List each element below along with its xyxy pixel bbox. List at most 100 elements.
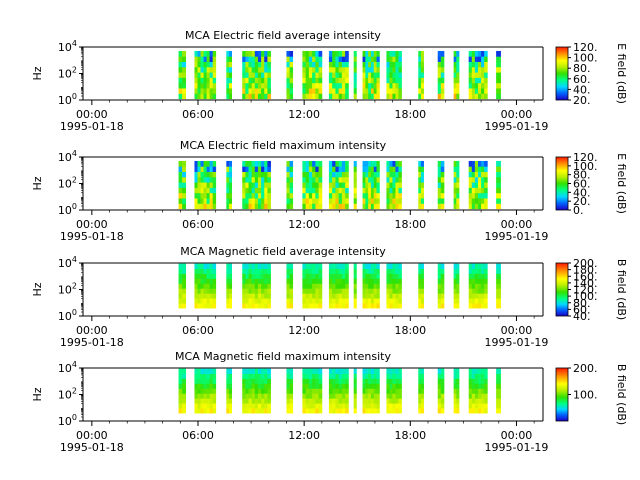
heatmap-cell — [477, 176, 482, 183]
heatmap-cell — [254, 182, 259, 188]
heatmap-cell — [341, 187, 346, 194]
heatmap-cell — [245, 383, 249, 389]
heatmap-cell — [312, 368, 316, 374]
heatmap-cell — [418, 77, 422, 84]
heatmap-cell — [318, 77, 323, 84]
heatmap-cell — [471, 263, 476, 269]
heatmap-cell — [386, 378, 390, 384]
heatmap-cell — [453, 388, 457, 394]
heatmap-cell — [392, 278, 396, 284]
heatmap-cell — [182, 298, 187, 304]
heatmap-cell — [456, 383, 460, 389]
heatmap-cell — [328, 82, 333, 89]
heatmap-cell — [365, 187, 369, 194]
heatmap-cell — [209, 82, 214, 89]
heatmap-cell — [368, 182, 372, 188]
heatmap-cell — [368, 203, 372, 210]
heatmap-cell — [395, 160, 399, 167]
heatmap-cell — [302, 66, 307, 73]
heatmap-cell — [328, 56, 333, 62]
heatmap-cell — [251, 56, 256, 62]
heatmap-cell — [471, 268, 476, 274]
heatmap-cell — [395, 166, 399, 172]
heatmap-cell — [418, 293, 422, 299]
heatmap-cell — [200, 66, 204, 73]
heatmap-cell — [456, 393, 460, 399]
heatmap-cell — [484, 61, 488, 68]
heatmap-cell — [328, 398, 333, 404]
heatmap-cell — [362, 278, 366, 284]
heatmap-cell — [248, 198, 253, 204]
heatmap-cell — [206, 303, 211, 309]
heatmap-cell — [437, 171, 442, 178]
x-tick-date-label: 1995-01-19 — [484, 441, 548, 454]
heatmap-cell — [341, 263, 346, 269]
heatmap-cell — [398, 283, 402, 289]
heatmap-cell — [456, 166, 460, 172]
heatmap-cell — [481, 93, 485, 100]
heatmap-cell — [242, 88, 246, 94]
heatmap-cell — [376, 66, 380, 73]
heatmap-cell — [257, 171, 262, 178]
heatmap-cell — [386, 298, 390, 304]
colorbar-tick-label: 100. — [573, 52, 598, 65]
heatmap-cell — [332, 66, 336, 73]
heatmap-cell — [261, 288, 265, 294]
x-tick-label: 18:00 — [394, 429, 426, 442]
heatmap-cell — [474, 283, 479, 289]
heatmap-cell — [440, 77, 445, 84]
heatmap-cell — [398, 198, 402, 204]
heatmap-cell — [248, 398, 253, 404]
heatmap-cell — [365, 50, 369, 57]
heatmap-cell — [484, 93, 488, 100]
heatmap-cell — [392, 388, 396, 394]
heatmap-cell — [315, 403, 320, 409]
heatmap-cell — [203, 268, 207, 274]
heatmap-cell — [200, 166, 204, 172]
heatmap-cell — [251, 61, 256, 68]
heatmap-cell — [178, 393, 183, 399]
heatmap-cell — [315, 56, 320, 62]
heatmap-cell — [484, 268, 488, 274]
heatmap-cell — [257, 187, 262, 194]
heatmap-cell — [338, 77, 343, 84]
heatmap-cell — [345, 303, 349, 309]
heatmap-cell — [376, 82, 380, 89]
heatmap-cell — [481, 82, 485, 89]
heatmap-cell — [345, 408, 349, 414]
heatmap-cell — [392, 283, 396, 289]
heatmap-cell — [453, 283, 457, 289]
heatmap-cell — [178, 182, 183, 188]
heatmap-cell — [389, 198, 393, 204]
heatmap-cell — [228, 160, 233, 167]
heatmap-cell — [477, 293, 482, 299]
heatmap-cell — [226, 273, 230, 279]
heatmap-cell — [261, 298, 265, 304]
heatmap-cell — [471, 198, 476, 204]
heatmap-cell — [474, 72, 479, 78]
y-tick-label: 104 — [58, 39, 77, 54]
heatmap-cell — [261, 268, 265, 274]
heatmap-cell — [308, 182, 313, 188]
heatmap-cell — [332, 72, 336, 78]
heatmap-cell — [353, 373, 357, 379]
heatmap-cell — [242, 398, 246, 404]
heatmap-cell — [286, 198, 290, 204]
heatmap-cell — [302, 403, 307, 409]
heatmap-cell — [345, 288, 349, 294]
heatmap-cell — [332, 388, 336, 394]
heatmap-cell — [302, 93, 307, 100]
heatmap-cell — [332, 171, 336, 178]
heatmap-cell — [197, 368, 201, 374]
heatmap-cell — [302, 368, 307, 374]
heatmap-cell — [373, 166, 377, 172]
heatmap-cell — [197, 298, 201, 304]
heatmap-cell — [182, 198, 187, 204]
heatmap-cell — [228, 192, 233, 199]
heatmap-cell — [373, 398, 377, 404]
heatmap-cell — [248, 298, 253, 304]
heatmap-cell — [203, 50, 207, 57]
heatmap-cell — [392, 293, 396, 299]
heatmap-cell — [182, 66, 187, 73]
heatmap-cell — [474, 171, 479, 178]
